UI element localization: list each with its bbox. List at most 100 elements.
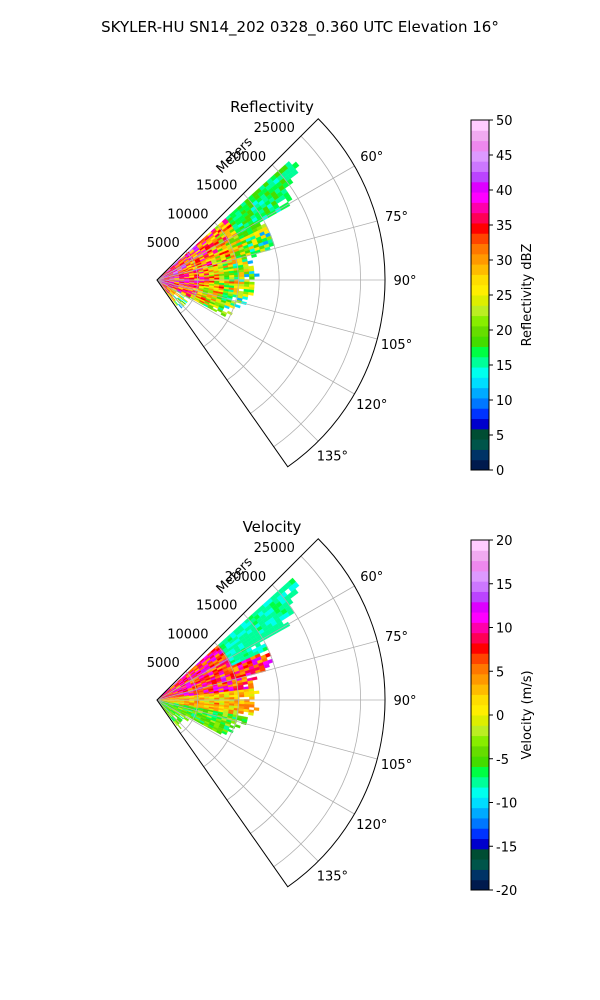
reflectivity-colorbar-segment (471, 356, 489, 368)
velocity-range-ring (273, 555, 361, 868)
velocity-range-tick-label: 25000 (254, 541, 295, 556)
velocity-colorbar-tick-label: 5 (496, 665, 504, 680)
reflectivity-colorbar-segment (471, 449, 489, 461)
velocity-azimuth-tick-label: 135° (317, 869, 348, 884)
reflectivity-colorbar-segment (471, 325, 489, 337)
reflectivity-colorbar-segment (471, 305, 489, 317)
reflectivity-colorbar-tick-label: 40 (496, 184, 513, 199)
reflectivity-range-ring (226, 193, 280, 381)
velocity-colorbar-tick-label: 10 (496, 622, 513, 637)
velocity-colorbar-label: Velocity (m/s) (520, 670, 535, 759)
reflectivity-colorbar-tick-label: 5 (496, 429, 504, 444)
velocity-azimuth-spoke (156, 699, 319, 862)
velocity-azimuth-tick-label: 105° (381, 758, 412, 773)
velocity-colorbar-segment (471, 859, 489, 870)
reflectivity-azimuth-spoke (156, 220, 378, 281)
velocity-azimuth-spoke (156, 640, 378, 701)
velocity-colorbar-tick-label: -10 (496, 797, 517, 812)
reflectivity-colorbar-segment (471, 439, 489, 450)
velocity-colorbar-segment (471, 817, 489, 829)
reflectivity-colorbar-segment (471, 408, 489, 420)
reflectivity-colorbar-segment (471, 336, 489, 347)
reflectivity-colorbar-segment (471, 150, 489, 162)
reflectivity-colorbar-segment (471, 212, 489, 224)
velocity-range-tick-label: 15000 (196, 599, 237, 614)
reflectivity-colorbar-segment (471, 243, 489, 255)
velocity-colorbar-segment (471, 673, 489, 685)
reflectivity-range-ring (273, 135, 361, 448)
reflectivity-colorbar-segment (471, 397, 489, 409)
velocity-azimuth-spoke (156, 699, 355, 815)
velocity-colorbar-tick-label: 20 (496, 534, 513, 549)
reflectivity-colorbar-segment (471, 387, 489, 399)
reflectivity-colorbar-segment (471, 428, 489, 440)
velocity-echo-field (158, 577, 300, 736)
velocity-range-tick-label: 20000 (225, 570, 266, 585)
reflectivity-range-tick-label: 20000 (225, 150, 266, 165)
reflectivity-colorbar-segment (471, 346, 489, 358)
reflectivity-panel: Reflectivity 5000 10000 15000 20000 25000 60° 7… (147, 98, 535, 479)
reflectivity-range-ring (180, 250, 199, 314)
velocity-colorbar: -20 -15 -10 -5 0 5 10 15 20 Velocity (m/s) (470, 534, 535, 899)
reflectivity-range-tick-label: 5000 (147, 236, 180, 251)
reflectivity-colorbar-segment (471, 222, 489, 234)
velocity-range-ring (250, 584, 321, 834)
reflectivity-colorbar-tick-label: 30 (496, 254, 513, 269)
velocity-range-ring (203, 642, 239, 768)
velocity-colorbar-segment (471, 828, 489, 840)
reflectivity-colorbar-segment (471, 418, 489, 430)
reflectivity-colorbar-segment (471, 140, 489, 152)
velocity-colorbar-segment (471, 591, 489, 603)
reflectivity-azimuth-tick-label: 105° (381, 338, 412, 353)
velocity-colorbar-segment (471, 653, 489, 665)
velocity-azimuth-tick-label: 75° (385, 630, 408, 645)
reflectivity-colorbar-tick-label: 25 (496, 289, 513, 304)
reflectivity-azimuth-tick-label: 90° (393, 274, 416, 289)
velocity-colorbar-segment (471, 756, 489, 767)
reflectivity-range-tick-label: 25000 (254, 121, 295, 136)
velocity-colorbar-segment (471, 807, 489, 819)
velocity-range-tick-label: 5000 (147, 656, 180, 671)
reflectivity-range-ring (250, 164, 321, 414)
velocity-colorbar-segment (471, 838, 489, 850)
velocity-azimuth-spoke (156, 585, 355, 701)
velocity-colorbar-segment (471, 704, 489, 716)
velocity-colorbar-segment (471, 735, 489, 747)
reflectivity-colorbar-segment (471, 171, 489, 183)
velocity-colorbar-segment (471, 797, 489, 809)
reflectivity-colorbar: 0 5 10 15 20 25 30 35 40 45 50 Reflectivity dBZ (470, 114, 535, 479)
reflectivity-azimuth-tick-label: 75° (385, 210, 408, 225)
velocity-colorbar-tick-label: 0 (496, 709, 504, 724)
reflectivity-colorbar-label: Reflectivity dBZ (520, 244, 535, 347)
reflectivity-colorbar-segment (471, 181, 489, 193)
velocity-colorbar-segment (471, 848, 489, 860)
velocity-colorbar-segment (471, 560, 489, 572)
velocity-colorbar-segment (471, 869, 489, 881)
velocity-colorbar-segment (471, 715, 489, 726)
velocity-colorbar-segment (471, 694, 489, 706)
reflectivity-colorbar-segment (471, 202, 489, 214)
reflectivity-azimuth-spoke (156, 279, 355, 395)
velocity-colorbar-segment (471, 601, 489, 613)
velocity-colorbar-segment (471, 684, 489, 695)
reflectivity-colorbar-segment (471, 192, 489, 203)
velocity-panel: Velocity 5000 10000 15000 20000 25000 60° 75° 90… (147, 518, 535, 899)
reflectivity-colorbar-segment (471, 315, 489, 327)
velocity-colorbar-segment (471, 642, 489, 654)
reflectivity-range-tick-label: 15000 (196, 179, 237, 194)
reflectivity-colorbar-segment (471, 253, 489, 265)
reflectivity-colorbar-tick-label: 0 (496, 464, 504, 479)
velocity-colorbar-segment (471, 663, 489, 675)
velocity-colorbar-segment (471, 766, 489, 778)
reflectivity-colorbar-tick-label: 10 (496, 394, 513, 409)
reflectivity-colorbar-segment (471, 274, 489, 286)
reflectivity-colorbar-segment (471, 264, 489, 275)
velocity-colorbar-segment (471, 787, 489, 798)
reflectivity-azimuth-tick-label: 60° (360, 150, 383, 165)
reflectivity-colorbar-tick-label: 15 (496, 359, 513, 374)
velocity-azimuth-spoke (156, 699, 378, 760)
reflectivity-colorbar-segment (471, 130, 489, 142)
velocity-colorbar-segment (471, 622, 489, 634)
velocity-colorbar-segment (471, 745, 489, 757)
